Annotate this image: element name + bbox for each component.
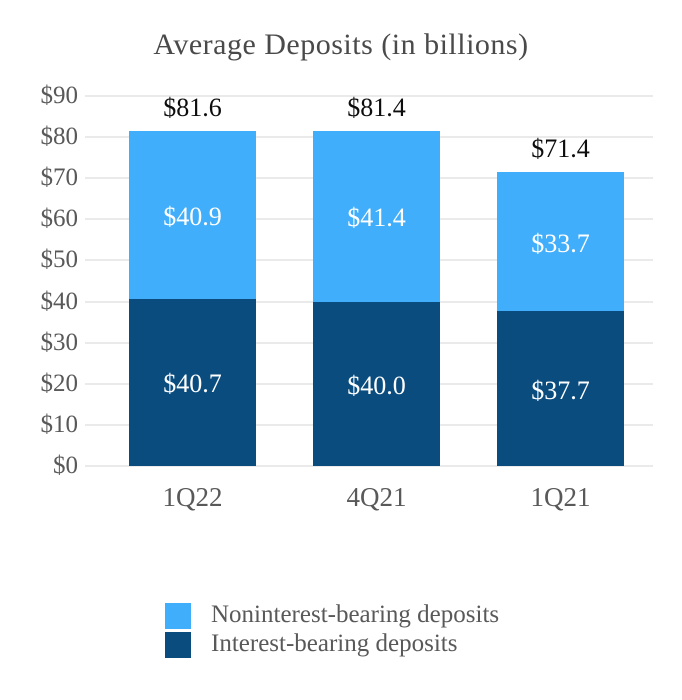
bar-segment-value-label: $40.9	[163, 201, 222, 231]
x-axis-label-1q21: 1Q21	[530, 482, 591, 512]
bar-segment-interest-4q21	[313, 301, 440, 466]
bar-total-label: $81.6	[163, 92, 222, 122]
bar-segment-value-label: $40.0	[347, 370, 406, 400]
bar-total-label: $71.4	[531, 134, 590, 164]
chart-title: Average Deposits (in billions)	[153, 28, 529, 61]
y-axis-label: $60	[40, 205, 79, 233]
y-axis-label: $0	[53, 452, 78, 479]
legend-label-interest: Interest-bearing deposits	[211, 630, 458, 657]
legend-swatch-noninterest	[165, 603, 191, 629]
y-axis-label: $30	[40, 328, 79, 356]
legend-swatch-interest	[165, 632, 191, 658]
bar-total-label: $81.4	[347, 93, 406, 123]
bar-segment-value-label: $41.4	[347, 203, 406, 233]
y-axis-label: $20	[40, 369, 79, 397]
gridline	[85, 465, 653, 467]
gridline	[85, 95, 653, 97]
bar-segment-value-label: $33.7	[531, 228, 590, 258]
bar-segment-noninterest-1q21	[497, 172, 624, 311]
y-axis-label: $80	[40, 123, 79, 151]
x-axis-label-4q21: 4Q21	[346, 482, 407, 512]
y-axis-label: $90	[40, 82, 79, 109]
bar-segment-value-label: $40.7	[163, 369, 222, 399]
x-axis-label-1q22: 1Q22	[162, 482, 223, 512]
bar-segment-interest-1q22	[129, 298, 256, 466]
bar-segment-value-label: $37.7	[531, 375, 590, 405]
legend-label-noninterest: Noninterest-bearing deposits	[211, 601, 500, 628]
bar-segment-interest-1q21	[497, 311, 624, 466]
y-axis-label: $10	[40, 410, 79, 438]
y-axis-label: $50	[40, 246, 79, 274]
bar-segment-noninterest-4q21	[313, 131, 440, 302]
y-axis-label: $40	[40, 287, 79, 315]
bar-segment-noninterest-1q22	[129, 130, 256, 299]
y-axis-label: $70	[40, 164, 79, 192]
